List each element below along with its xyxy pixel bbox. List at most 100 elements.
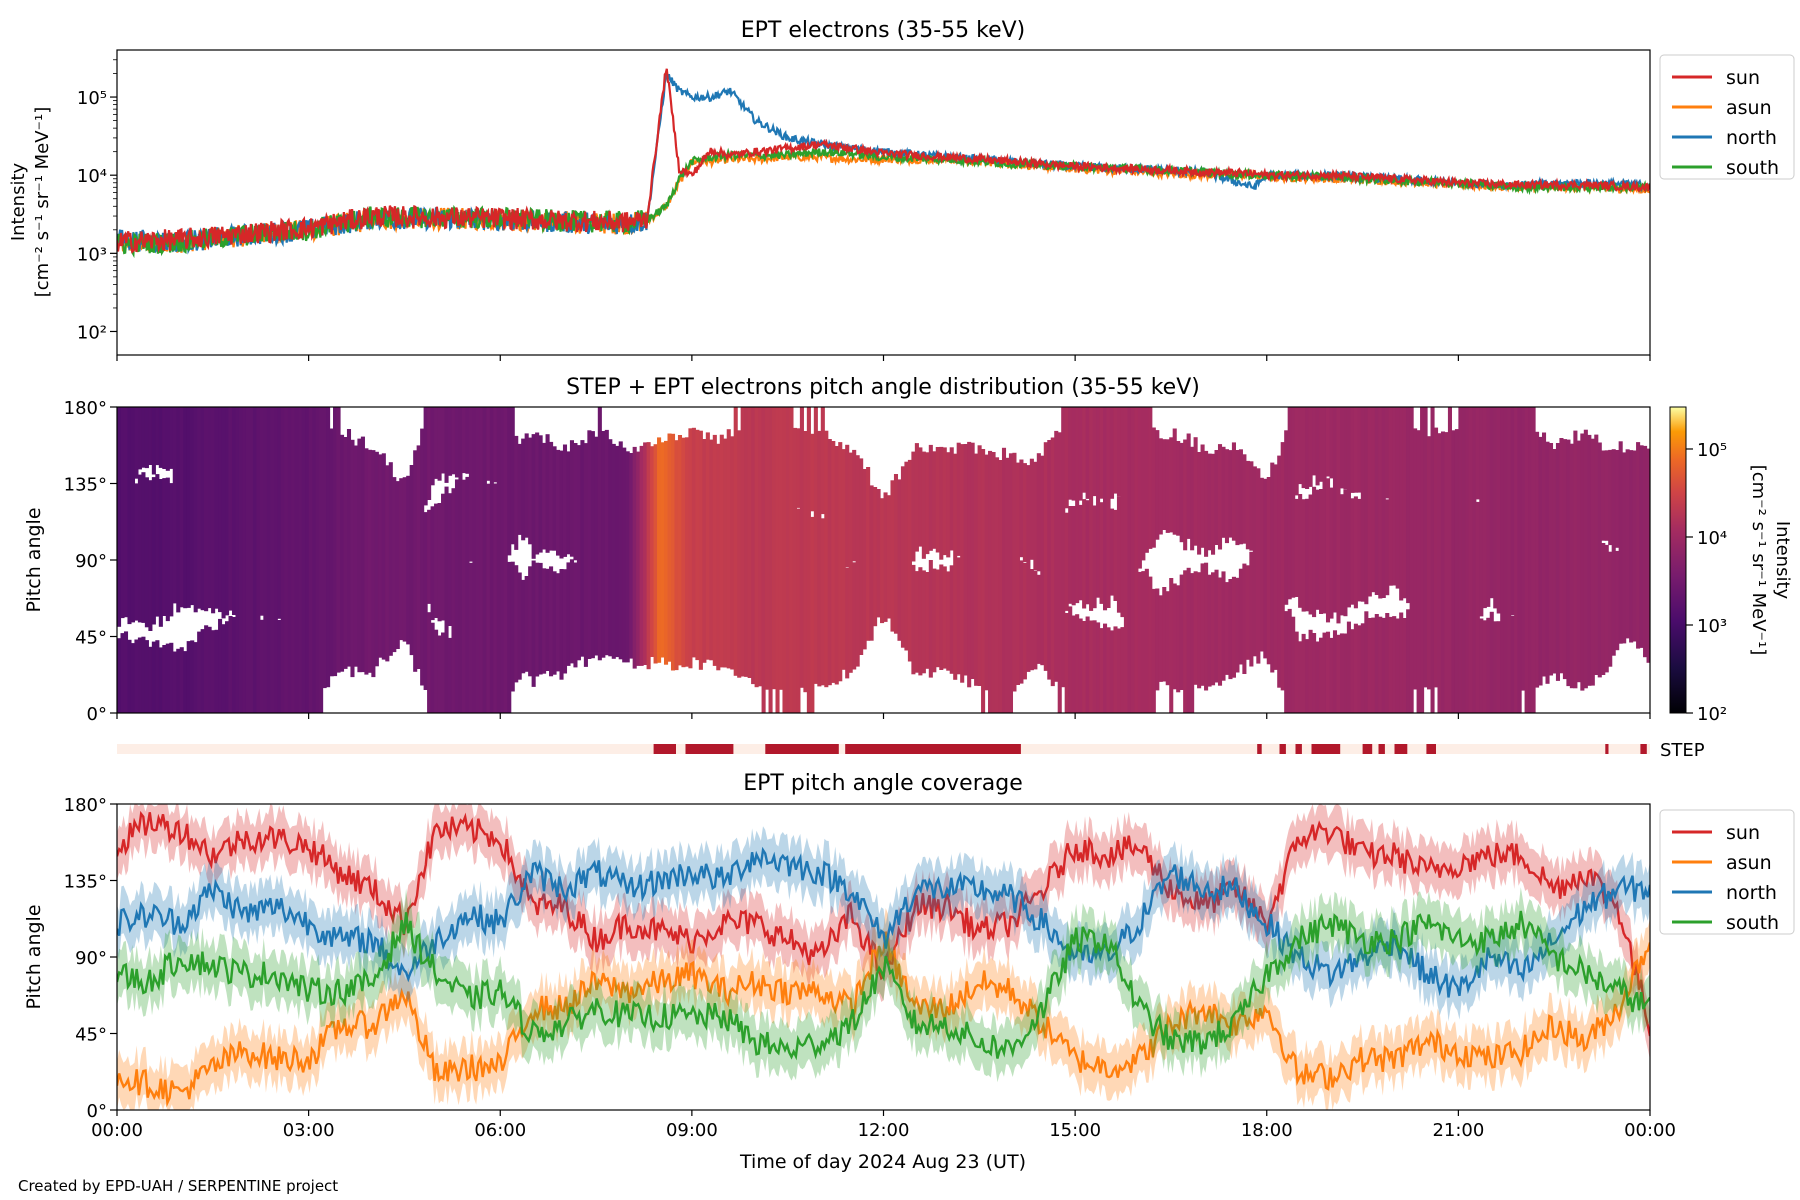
- legend-label-sun: sun: [1726, 67, 1760, 89]
- heatmap-cell: [1172, 428, 1177, 535]
- colorbar: 10² 10³ 10⁴ 10⁵ Intensity [cm⁻² s⁻¹ sr⁻¹ Me…: [1669, 406, 1793, 725]
- heatmap-cell: [1085, 500, 1090, 605]
- heatmap-cell: [1615, 550, 1620, 651]
- heatmap-cell: [231, 407, 237, 615]
- heatmap-cell: [1294, 631, 1299, 713]
- heatmap-cell: [1298, 407, 1303, 485]
- heatmap-cell: [1183, 570, 1188, 713]
- series-line-asun: [117, 149, 1650, 253]
- heatmap-cell: [545, 434, 550, 553]
- heatmap-cell: [1082, 499, 1087, 609]
- intensity-ylabel: Intensity [cm⁻² s⁻¹ sr⁻¹ MeV⁻¹]: [8, 107, 53, 298]
- step-bar: [845, 744, 1021, 754]
- heatmap-cell: [1413, 428, 1418, 690]
- heatmap-cell: [813, 407, 818, 684]
- y-tick-label: 180°: [64, 795, 107, 816]
- heatmap-cell: [500, 407, 505, 713]
- heatmap-cell: [1402, 407, 1407, 599]
- heatmap-cell: [475, 407, 480, 713]
- heatmap-cell: [1284, 430, 1289, 605]
- heatmap-cell: [977, 445, 982, 686]
- heatmap-cell: [622, 447, 627, 663]
- y-tick-label: 10⁵: [77, 88, 107, 109]
- heatmap-cell: [1228, 450, 1233, 538]
- heatmap-cell: [1245, 460, 1250, 550]
- heatmap-cell: [1489, 407, 1494, 599]
- heatmap-cell: [1099, 407, 1104, 499]
- heatmap-cell: [1231, 442, 1236, 541]
- heatmap-cell: [1454, 429, 1459, 713]
- heatmap-cell: [740, 407, 745, 677]
- heatmap-cell: [1204, 450, 1209, 557]
- heatmap-cell: [639, 445, 644, 666]
- heatmap-cell: [925, 452, 930, 555]
- heatmap-cell: [1364, 407, 1369, 605]
- y-tick-label: 90°: [75, 551, 107, 572]
- heatmap-cell: [562, 569, 568, 674]
- heatmap-cell: [367, 449, 372, 673]
- heatmap-cell: [1601, 543, 1606, 675]
- heatmap-cell: [1148, 407, 1153, 549]
- coverage-panel: EPT pitch angle coverage Pitch angle 0° 4…: [23, 771, 1795, 1173]
- heatmap-cell: [137, 474, 142, 623]
- heatmap-cell: [1137, 571, 1142, 713]
- heatmap-cell: [179, 407, 184, 608]
- heatmap-cell: [1308, 494, 1313, 615]
- heatmap-cell: [447, 637, 453, 713]
- heatmap-cell: [444, 486, 449, 713]
- heatmap-cell: [1141, 571, 1146, 713]
- x-tick-label: 06:00: [474, 1120, 526, 1141]
- heatmap-cell: [1089, 620, 1094, 713]
- heatmap-cell: [1224, 449, 1230, 544]
- step-bar: [1279, 744, 1286, 754]
- heatmap-cell: [137, 637, 142, 713]
- heatmap-cell: [329, 428, 334, 677]
- heatmap-cell: [531, 434, 536, 559]
- pad-heatmap: [117, 407, 1650, 713]
- heatmap-cell: [751, 407, 756, 685]
- heatmap-cell: [117, 407, 122, 627]
- heatmap-cell: [221, 624, 226, 713]
- heatmap-cell: [556, 573, 561, 672]
- heatmap-cell: [1325, 407, 1331, 477]
- heatmap-cell: [942, 566, 947, 669]
- heatmap-cell: [186, 407, 191, 608]
- heatmap-cell: [785, 407, 791, 713]
- heatmap-cell: [1395, 407, 1400, 589]
- heatmap-cell: [1430, 407, 1435, 713]
- heatmap-cell: [911, 451, 916, 562]
- heatmap-cell: [601, 431, 606, 658]
- heatmap-cell: [907, 459, 912, 662]
- y-tick-label: 135°: [64, 475, 107, 496]
- heatmap-cell: [301, 407, 306, 713]
- heatmap-cell: [1475, 501, 1480, 713]
- heatmap-cell: [1298, 494, 1303, 608]
- heatmap-cell: [1360, 623, 1365, 713]
- heatmap-cell: [810, 433, 815, 512]
- heatmap-cell: [1294, 498, 1299, 597]
- heatmap-cell: [935, 447, 940, 553]
- heatmap-cell: [799, 407, 804, 688]
- heatmap-cell: [806, 407, 811, 713]
- heatmap-cell: [1242, 454, 1247, 544]
- heatmap-cell: [1207, 574, 1212, 687]
- legend-label-south: south: [1726, 912, 1779, 934]
- heatmap-cell: [169, 483, 174, 617]
- colorbar-tick-label: 10³: [1697, 616, 1727, 637]
- heatmap-cell: [1221, 571, 1226, 681]
- heatmap-cell: [374, 451, 379, 667]
- heatmap-cell: [1364, 611, 1369, 713]
- heatmap-cell: [1618, 441, 1623, 644]
- heatmap-cell: [761, 407, 766, 713]
- heatmap-cell: [1319, 637, 1324, 713]
- heatmap-cell: [1545, 441, 1550, 684]
- heatmap-cell: [1249, 461, 1254, 551]
- heatmap-cell: [552, 571, 557, 675]
- heatmap-cell: [315, 407, 320, 713]
- heatmap-cell: [1583, 429, 1588, 689]
- heatmap-cell: [855, 455, 860, 667]
- heatmap-cell: [158, 479, 163, 627]
- heatmap-cell: [587, 430, 592, 659]
- heatmap-cell: [852, 562, 857, 670]
- heatmap-cell: [918, 447, 923, 547]
